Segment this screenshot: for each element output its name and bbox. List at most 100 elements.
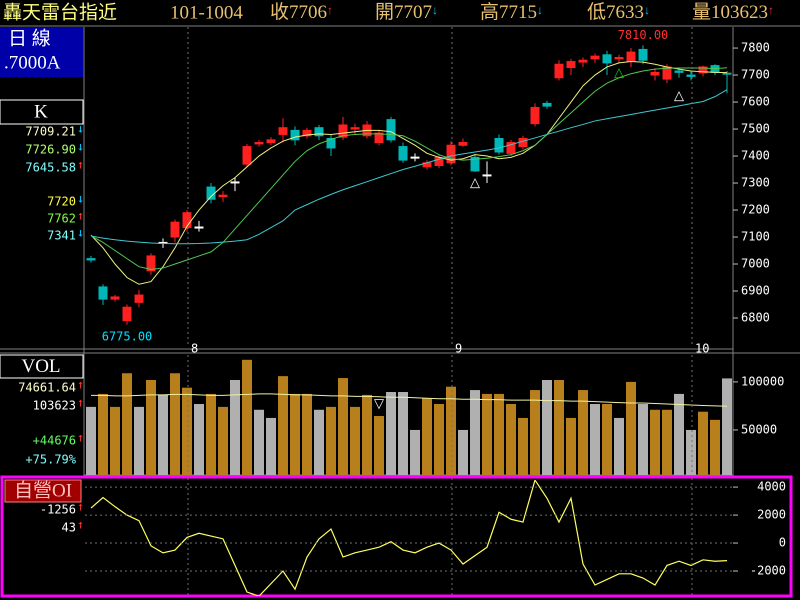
price-annotation: 6775.00 (102, 329, 153, 343)
volume-bar (302, 393, 312, 475)
volume-bar (590, 404, 600, 475)
readout-arrow: ↓ (77, 140, 84, 154)
y-tick-label: 7700 (741, 68, 770, 82)
candle-body (686, 74, 696, 77)
quote-arrow: ↑ (768, 3, 774, 17)
readout-arrow: ↑ (77, 396, 84, 410)
moving-average (90, 89, 728, 245)
volume-bar (230, 379, 240, 475)
readout-value: 7762 (47, 212, 76, 226)
signal-marker: △ (470, 174, 480, 189)
volume-bar (650, 409, 660, 475)
y-tick-label: 7800 (741, 41, 770, 55)
signal-marker: △ (674, 88, 684, 103)
readout-value: 7645.58 (25, 161, 76, 175)
candle-body (506, 142, 516, 154)
candle-body (542, 102, 552, 107)
volume-bar (134, 406, 144, 475)
volume-bar (422, 398, 432, 475)
candle-body (326, 137, 336, 149)
volume-bar (446, 386, 456, 475)
volume-bar (482, 393, 492, 475)
y-tick-label: 7300 (741, 176, 770, 190)
candle-body (386, 119, 396, 141)
volume-bar (158, 394, 168, 475)
volume-bar (338, 378, 348, 475)
candle-body (602, 54, 612, 64)
volume-bar (110, 406, 120, 475)
volume-bar (578, 390, 588, 475)
volume-bar (362, 394, 372, 475)
y-tick-label: -2000 (750, 564, 786, 578)
candle-body (242, 146, 252, 165)
candle-body (482, 174, 492, 177)
volume-bar (218, 406, 228, 475)
header-quote: 開7707↓ (375, 2, 438, 23)
volume-bar (722, 378, 732, 475)
y-tick-label: 7400 (741, 149, 770, 163)
volume-bar (638, 404, 648, 475)
candle-body (518, 137, 528, 148)
y-tick-label: 7500 (741, 122, 770, 136)
candle-body (278, 127, 288, 135)
volume-bar (278, 376, 288, 475)
period-box (0, 27, 83, 77)
volume-bar (86, 406, 96, 475)
quote-value: 7715 (499, 2, 537, 23)
candle-body (230, 181, 240, 184)
quote-value: 7633 (606, 2, 644, 23)
candle-body (314, 127, 324, 137)
candle-body (266, 139, 276, 144)
volume-bar (566, 417, 576, 475)
panel-label: K (34, 101, 48, 122)
readout-value: 74661.64 (18, 381, 76, 395)
volume-bar (194, 404, 204, 475)
candle-body (446, 144, 456, 164)
panel-label: 自營OI (14, 479, 72, 501)
month-label: 9 (455, 342, 462, 356)
y-tick-label: 7000 (741, 257, 770, 271)
y-tick-label: 7100 (741, 230, 770, 244)
volume-bar (614, 417, 624, 475)
panel: ▽ (86, 359, 732, 475)
panel: △ △ △ (86, 45, 732, 325)
readout-arrow: ↑ (77, 518, 84, 532)
candle-body (566, 61, 576, 68)
candle-body (110, 296, 120, 300)
panel-label-box (0, 354, 84, 379)
readout-arrow: ↑ (77, 378, 84, 392)
candle-body (458, 142, 468, 146)
volume-bar (518, 417, 528, 475)
candle-body (398, 146, 408, 161)
volume-bar (626, 381, 636, 475)
candle-body (374, 132, 384, 144)
month-label: 10 (695, 342, 709, 356)
volume-bar (434, 404, 444, 475)
candle-body (254, 142, 264, 145)
candle-body (722, 72, 732, 75)
moving-average (90, 67, 728, 270)
panel-label-box (0, 99, 84, 125)
quote-label: 量 (692, 2, 711, 23)
candle-body (170, 221, 180, 238)
readout-value: +75.79% (25, 453, 76, 467)
candle-body (494, 137, 504, 153)
readout-arrow: ↓ (77, 122, 84, 136)
volume-bar (542, 379, 552, 475)
volume-bar (458, 429, 468, 475)
quote-label: 低 (587, 1, 606, 23)
quote-label: 收 (270, 1, 289, 23)
candle-body (470, 156, 480, 172)
volume-bar (674, 393, 684, 475)
readout-arrow: ↑ (77, 500, 84, 514)
oi-panel-frame (0, 475, 793, 598)
volume-bar (326, 406, 336, 475)
period-name: 日 線 (8, 27, 51, 49)
volume-bar (254, 409, 264, 475)
readout-value: +44676 (33, 434, 76, 448)
volume-bar (602, 404, 612, 475)
readout-arrow: ↑ (77, 431, 84, 445)
readout-value: 7720 (47, 195, 76, 209)
readout-value: 7709.21 (25, 125, 76, 139)
